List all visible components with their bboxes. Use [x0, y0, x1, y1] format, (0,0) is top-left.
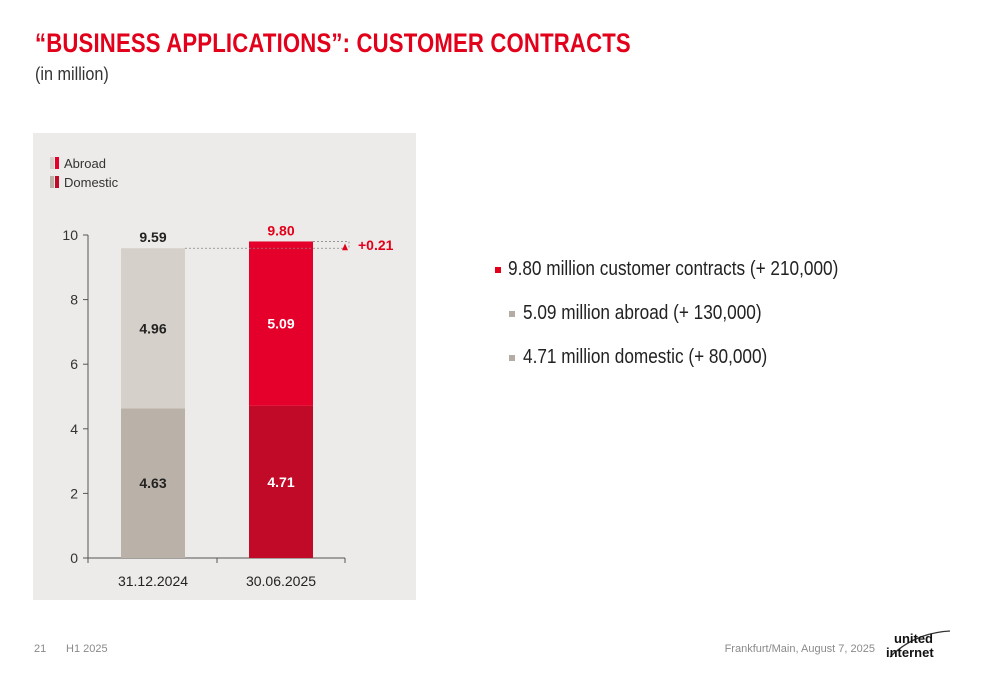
y-tick-label: 10 [62, 227, 78, 243]
bullet-list: 9.80 million customer contracts (+ 210,0… [495, 258, 892, 369]
change-label: +0.21 [358, 237, 394, 253]
y-tick-label: 2 [70, 485, 78, 501]
x-category-label-1: 31.12.2024 [118, 573, 188, 589]
bullet-marker [495, 267, 501, 273]
change-arrow-icon [342, 243, 348, 251]
legend-label-abroad: Abroad [64, 156, 106, 171]
logo-line2: internet [886, 645, 934, 660]
bullet-marker [509, 355, 515, 361]
legend-label-domestic: Domestic [64, 175, 119, 190]
bar-label-domestic-1: 4.63 [139, 475, 166, 491]
bar-domestic-2 [249, 405, 313, 558]
y-tick-label: 0 [70, 550, 78, 566]
legend-swatch-domestic-red [55, 176, 59, 188]
legend-swatch-abroad-red [55, 157, 59, 169]
page-title: “BUSINESS APPLICATIONS”: CUSTOMER CONTRA… [35, 28, 631, 58]
logo-line1: united [894, 631, 933, 646]
page-number: 21 [34, 643, 47, 655]
y-tick-label: 8 [70, 292, 78, 308]
bar-domestic-1 [121, 408, 185, 558]
stacked-bar-chart: Abroad Domestic 0 2 4 6 8 10 4.63 4.96 9.59 31.12.2… [50, 156, 394, 589]
bullet-item-total: 9.80 million customer contracts (+ 210,0… [495, 258, 892, 281]
bar-label-abroad-1: 4.96 [139, 320, 166, 336]
united-internet-logo: united internet [886, 630, 951, 660]
bullet-item-abroad: 5.09 million abroad (+ 130,000) [495, 302, 892, 325]
bullet-item-domestic: 4.71 million domestic (+ 80,000) [495, 346, 892, 369]
bar-abroad-1 [121, 248, 185, 409]
chart-panel: Abroad Domestic 0 2 4 6 8 10 4.63 4.96 9.59 31.12.2… [33, 133, 416, 600]
bullet-text: 9.80 million customer contracts (+ 210,0… [508, 258, 839, 280]
bar-total-label-2: 9.80 [267, 222, 294, 238]
y-tick-label: 6 [70, 356, 78, 372]
bullet-text: 4.71 million domestic (+ 80,000) [523, 346, 768, 368]
x-category-label-2: 30.06.2025 [246, 573, 316, 589]
bar-abroad-2 [249, 241, 313, 406]
bar-total-label-1: 9.59 [139, 229, 166, 245]
bullet-text: 5.09 million abroad (+ 130,000) [523, 302, 762, 324]
legend-swatch-abroad-grey [50, 157, 54, 169]
page-subtitle: (in million) [35, 64, 109, 84]
location-date: Frankfurt/Main, August 7, 2025 [724, 643, 875, 655]
bar-label-domestic-2: 4.71 [267, 474, 294, 490]
report-period: H1 2025 [66, 643, 108, 655]
y-tick-label: 4 [70, 421, 78, 437]
bullet-marker [509, 311, 515, 317]
bar-label-abroad-2: 5.09 [267, 316, 294, 332]
legend-swatch-domestic-grey [50, 176, 54, 188]
